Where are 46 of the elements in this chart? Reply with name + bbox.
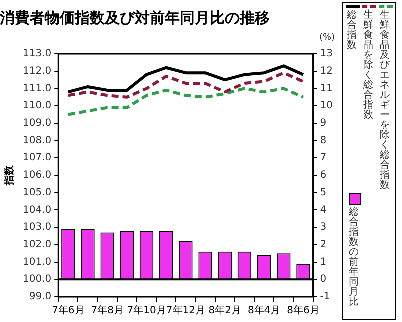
- x-tick-label: 8年2月: [208, 304, 242, 317]
- y-tick-label: 109.0: [22, 118, 52, 130]
- y-tick-label: 100.0: [22, 274, 52, 286]
- line-series: [66, 87, 305, 116]
- x-tick-label: 7年12月: [166, 304, 206, 317]
- y-tick-label: 104.0: [22, 204, 52, 216]
- y-tick-label: 111.0: [22, 83, 52, 94]
- y-tick-label: 102.0: [22, 240, 52, 251]
- y2-tick-label: 13: [320, 48, 334, 60]
- y2-tick-label: -1: [320, 292, 330, 303]
- y2-tick-label: 12: [320, 66, 334, 77]
- x-tick-label: 7年6月: [52, 304, 85, 317]
- y-tick-label: 112.0: [22, 66, 52, 77]
- y-tick-label: 110.0: [22, 100, 52, 112]
- y-tick-label: 106.0: [22, 170, 52, 182]
- text: 生鮮食品を除く総合指数: [364, 10, 374, 121]
- y2-axis-title: (%): [319, 33, 336, 43]
- y2-tick-label: 7: [320, 152, 327, 164]
- y2-tick-label: 6: [320, 170, 327, 182]
- y-tick-label: 108.0: [22, 135, 52, 146]
- text: 生鮮食品及びエネルギーを除く総合指数: [380, 10, 390, 191]
- legend-label: 総合指数: [347, 10, 358, 51]
- y-tick-label: 105.0: [22, 187, 52, 198]
- y-tick-label: 107.0: [22, 152, 52, 164]
- chart-title: 消費者物価指数及び対前年同月比の推移: [0, 8, 270, 27]
- x-tick-label: 7年8月: [91, 304, 124, 317]
- y-axis-title: 指数: [4, 164, 16, 186]
- x-tick-label: 8年6月: [287, 304, 320, 317]
- y2-tick-label: 11: [320, 83, 334, 94]
- y2-tick-label: 10: [320, 100, 334, 112]
- text: 総合指数の前年同月比: [349, 207, 359, 308]
- y2-tick-label: 2: [320, 240, 327, 251]
- y2-tick-label: 3: [320, 222, 327, 234]
- y2-tick-label: 1: [320, 256, 327, 268]
- y2-tick-label: 0: [320, 274, 327, 286]
- y2-tick-label: 4: [320, 204, 327, 216]
- y2-tick-label: 9: [320, 118, 327, 130]
- y-tick-label: 113.0: [22, 48, 52, 60]
- y-tick-label: 99.0: [29, 292, 52, 303]
- y-tick-label: 103.0: [22, 222, 52, 234]
- y2-tick-label: 5: [320, 187, 327, 198]
- line-series: [66, 72, 305, 99]
- x-tick-label: 8年4月: [248, 304, 281, 317]
- x-tick-label: 7年10月: [127, 304, 166, 317]
- y-tick-label: 101.0: [22, 256, 52, 268]
- y2-tick-label: 8: [320, 135, 327, 146]
